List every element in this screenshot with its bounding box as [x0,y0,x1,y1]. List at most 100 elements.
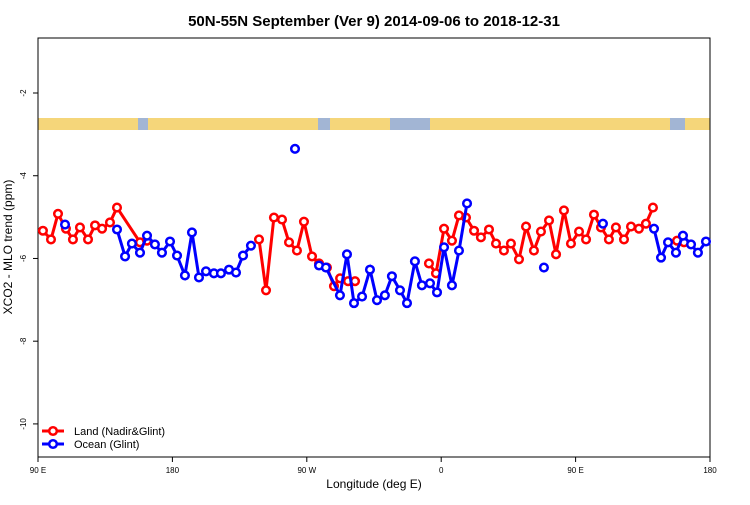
data-point [289,143,301,154]
data-point [513,254,525,265]
data-point [528,245,539,256]
land-strip [685,118,710,130]
data-point [543,215,555,226]
data-point [341,249,353,260]
data-point [662,237,674,248]
data-point [348,298,360,309]
data-point [409,256,420,267]
data-point [260,285,272,296]
data-point [475,232,486,243]
legend-marker [47,425,59,437]
data-point [655,252,667,263]
legend-label: Land (Nadir&Glint) [74,426,165,438]
data-point [245,240,256,251]
legend-marker [47,438,59,450]
data-point [424,278,436,289]
data-point [156,247,167,258]
data-point [648,223,660,234]
data-point [237,250,249,261]
data-point [82,234,94,245]
data-point [647,202,659,213]
data-point [253,234,265,245]
series-line [318,203,469,308]
data-point [535,226,547,237]
data-point [483,224,495,235]
data-point [67,234,78,245]
legend-label: Ocean (Glint) [74,439,139,451]
data-point [603,234,614,245]
data-point [520,221,532,232]
data-point [446,235,458,246]
chart-title: 50N-55N September (Ver 9) 2014-09-06 to … [188,13,560,30]
map-strip [38,118,710,130]
land-strip [330,118,390,130]
data-point [505,238,516,249]
data-point [45,234,57,245]
data-point [692,247,703,258]
data-point [276,214,288,225]
data-point [379,290,390,301]
data-point [461,198,473,209]
data-point [52,208,64,219]
y-tick-label: -10 [19,418,28,430]
y-axis-label: XCO2 - MLO trend (ppm) [1,180,15,315]
data-point [306,251,318,262]
data-point [625,221,637,232]
data-point [120,251,131,262]
data-point [268,212,279,223]
data-point [386,271,397,282]
data-point [149,239,160,250]
data-point [446,280,458,291]
data-point [538,262,549,273]
data-point [431,287,443,298]
data-point [291,245,302,256]
data-point [558,205,570,216]
data-point [215,268,226,279]
x-tick-label: 0 [439,466,444,475]
y-tick-label: -6 [19,254,28,262]
data-point [685,239,697,250]
y-tick-label: -8 [19,337,28,345]
data-point [357,291,368,302]
data-point [320,262,331,273]
y-tick-label: -2 [19,89,28,97]
data-point [74,222,86,233]
data-point [550,249,562,260]
data-point [498,245,509,256]
data-point [371,295,383,306]
data-point [104,217,116,228]
data-point [334,290,346,301]
land-strip [148,118,318,130]
data-point [179,270,190,281]
y-tick-label: -4 [19,172,28,180]
data-point [640,218,651,229]
data-point [364,264,376,275]
data-point [164,236,176,247]
data-point [633,223,644,234]
land-strip [430,118,670,130]
x-tick-label: 90 E [567,466,583,475]
data-point [597,218,608,229]
data-point [423,258,435,269]
data-point [230,267,242,278]
data-point [700,236,712,247]
data-point [171,250,183,261]
data-point [618,234,630,245]
x-tick-label: 180 [166,466,180,475]
data-point [97,223,108,234]
x-tick-label: 180 [703,466,717,475]
data-point [394,285,406,296]
x-axis-label: Longitude (deg E) [326,477,421,491]
data-point [610,222,621,233]
land-strip [38,118,138,130]
data-point [490,238,502,249]
data-point [37,225,48,236]
data-point [438,242,450,253]
data-point [588,209,600,220]
data-point [416,280,427,291]
data-point [186,227,198,238]
data-point [581,234,592,245]
data-point [141,230,153,241]
